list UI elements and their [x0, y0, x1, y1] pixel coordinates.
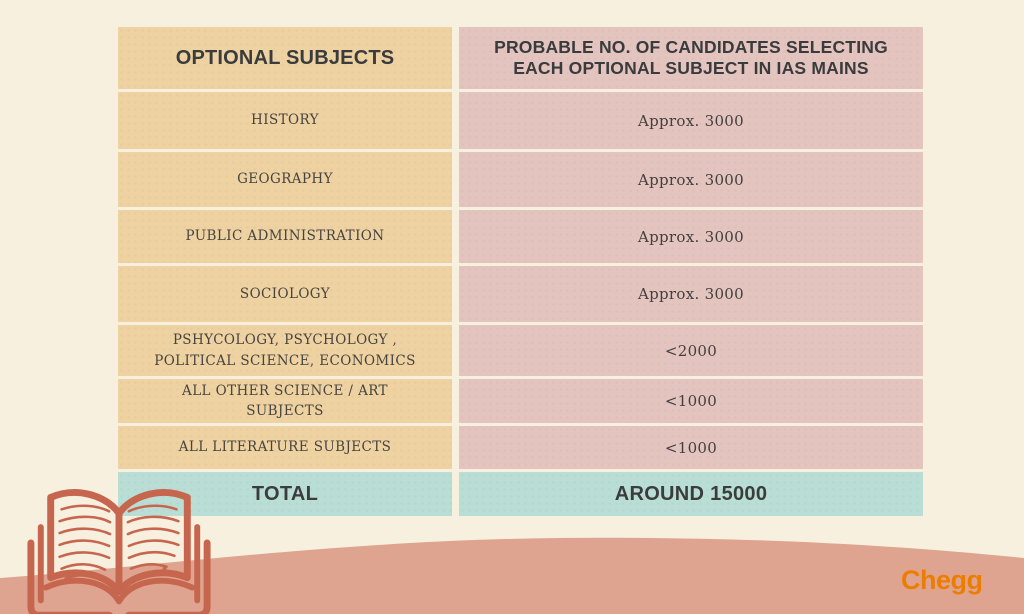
candidates-cell: Approx. 3000: [459, 92, 923, 149]
table-row: SOCIOLOGY Approx. 3000: [118, 266, 923, 322]
candidates-cell: Approx. 3000: [459, 210, 923, 263]
chegg-logo: Chegg: [901, 565, 983, 595]
table-row: PUBLIC ADMINISTRATION Approx. 3000: [118, 210, 923, 263]
subject-cell: PUBLIC ADMINISTRATION: [118, 210, 452, 263]
column-header-optional-subjects-label: OPTIONAL SUBJECTS: [175, 46, 395, 69]
table-body: HISTORY Approx. 3000 GEOGRAPHY Approx. 3000…: [118, 92, 923, 469]
table-total-row: TOTAL AROUND 15000: [118, 472, 923, 516]
table-row: GEOGRAPHY Approx. 3000: [118, 152, 923, 207]
table-header-row: OPTIONAL SUBJECTS PROBABLE NO. OF CANDID…: [118, 27, 923, 89]
subject-cell: ALL LITERATURE SUBJECTS: [118, 426, 452, 469]
table-row: PSHYCOLOGY, PSYCHOLOGY , POLITICAL SCIEN…: [118, 325, 923, 376]
candidates-cell: Approx. 3000: [459, 152, 923, 207]
hill-decoration: [0, 537, 1024, 614]
candidates-cell: Approx. 3000: [459, 266, 923, 322]
open-book-icon: [27, 489, 211, 614]
subject-cell: ALL OTHER SCIENCE / ART SUBJECTS: [118, 379, 452, 423]
table-row: ALL OTHER SCIENCE / ART SUBJECTS <1000: [118, 379, 923, 423]
column-header-optional-subjects: OPTIONAL SUBJECTS: [118, 27, 452, 89]
subject-cell: HISTORY: [118, 92, 452, 149]
column-header-candidates: PROBABLE NO. OF CANDIDATES SELECTING EAC…: [459, 27, 923, 89]
total-value: AROUND 15000: [459, 472, 923, 516]
table-row: HISTORY Approx. 3000: [118, 92, 923, 149]
subjects-table: OPTIONAL SUBJECTS PROBABLE NO. OF CANDID…: [118, 27, 923, 519]
table-row: ALL LITERATURE SUBJECTS <1000: [118, 426, 923, 469]
column-header-candidates-label: PROBABLE NO. OF CANDIDATES SELECTING EAC…: [494, 36, 888, 78]
candidates-cell: <2000: [459, 325, 923, 376]
subject-cell: PSHYCOLOGY, PSYCHOLOGY , POLITICAL SCIEN…: [118, 325, 452, 376]
candidates-cell: <1000: [459, 379, 923, 423]
subject-cell: GEOGRAPHY: [118, 152, 452, 207]
subject-cell: SOCIOLOGY: [118, 266, 452, 322]
candidates-cell: <1000: [459, 426, 923, 469]
